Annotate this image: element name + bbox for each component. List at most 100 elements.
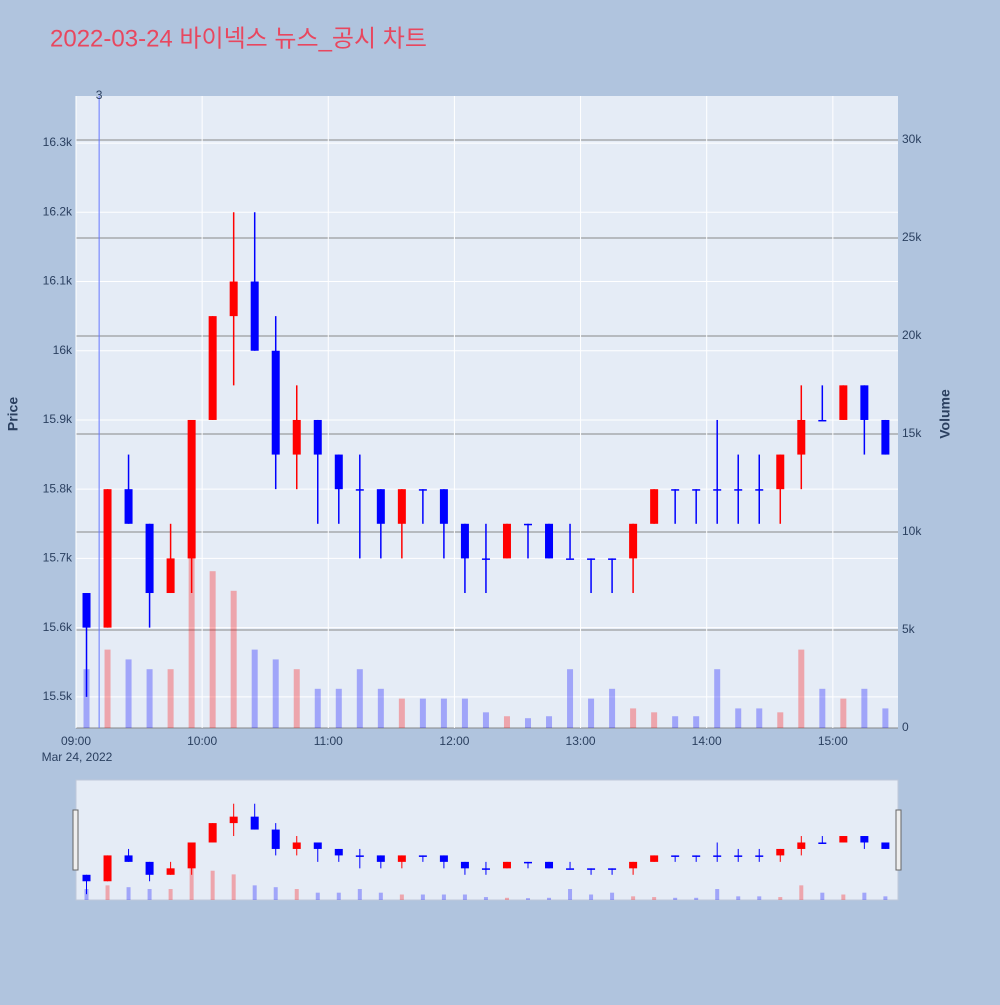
mini-candle-body xyxy=(313,842,322,849)
mini-volume-bar xyxy=(504,897,509,900)
candle-body xyxy=(713,489,722,491)
mini-volume-bar xyxy=(420,894,425,900)
volume-bar xyxy=(209,571,216,728)
mini-candle-body xyxy=(460,861,469,869)
mini-volume-bar xyxy=(525,898,530,900)
volume-bar xyxy=(167,669,174,728)
x-tick-label: 10:00 xyxy=(187,734,217,748)
volume-bar xyxy=(609,688,616,728)
candle-body xyxy=(397,489,406,524)
volume-bar xyxy=(251,649,258,728)
candle-body xyxy=(439,489,448,524)
volume-bar xyxy=(377,688,384,728)
candle-body xyxy=(271,350,280,455)
mini-candle-body xyxy=(692,855,701,857)
mini-candle-body xyxy=(839,836,848,843)
candle-body xyxy=(566,558,575,560)
candle-body xyxy=(734,489,743,491)
volume-bar xyxy=(104,649,111,728)
volume-bar xyxy=(798,649,805,728)
volume-bar xyxy=(272,659,279,728)
x-tick-label: 14:00 xyxy=(692,734,722,748)
x-date-label: Mar 24, 2022 xyxy=(42,750,113,764)
mini-volume-bar xyxy=(715,889,720,900)
y2-tick-label: 20k xyxy=(902,328,922,342)
mini-volume-bar xyxy=(378,892,383,900)
y-tick-label: 16k xyxy=(53,343,73,357)
volume-bar xyxy=(230,590,237,728)
volume-bar xyxy=(314,688,321,728)
slider-handle[interactable] xyxy=(895,809,902,871)
slider-handle[interactable] xyxy=(72,809,79,871)
mini-volume-bar xyxy=(547,897,552,900)
volume-bar xyxy=(146,669,153,728)
mini-candle-body xyxy=(187,842,196,869)
mini-volume-bar xyxy=(105,885,110,900)
range-slider[interactable] xyxy=(75,779,899,901)
mini-candle-body xyxy=(124,855,133,862)
candle-body xyxy=(839,385,848,420)
candle-body xyxy=(818,419,827,422)
y-axis-title: Price xyxy=(5,397,21,431)
volume-bar xyxy=(588,698,595,728)
mini-volume-bar xyxy=(883,896,888,900)
mini-volume-bar xyxy=(757,896,762,900)
candle-body xyxy=(334,454,343,490)
mini-volume-bar xyxy=(631,896,636,900)
volume-bar xyxy=(882,708,889,728)
candle-body xyxy=(313,419,322,455)
candle-body xyxy=(608,558,617,560)
mini-candle-body xyxy=(481,868,490,870)
chart-title: 2022-03-24 바이넥스 뉴스_공시 차트 xyxy=(50,25,427,52)
y-tick-label: 15.7k xyxy=(43,551,73,565)
candle-body xyxy=(376,489,385,524)
marks xyxy=(82,212,890,728)
mini-volume-bar xyxy=(441,894,446,900)
mini-candle-body xyxy=(797,842,806,849)
candle-body xyxy=(124,489,133,524)
volume-bar xyxy=(524,718,531,728)
y-tick-label: 15.8k xyxy=(43,481,73,495)
volume-bar xyxy=(546,716,553,728)
volume-bar xyxy=(714,669,721,728)
x-tick-label: 15:00 xyxy=(818,734,848,748)
mini-volume-bar xyxy=(652,897,657,900)
mini-candle-body xyxy=(334,848,343,856)
candle-body xyxy=(545,523,554,559)
candle-body xyxy=(145,523,154,594)
y2-tick-label: 0 xyxy=(902,720,909,734)
mini-volume-bar xyxy=(189,867,194,900)
mini-volume-bar xyxy=(568,889,573,900)
mini-volume-bar xyxy=(147,889,152,900)
mini-volume-bar xyxy=(294,889,299,900)
y2-tick-label: 15k xyxy=(902,426,922,440)
mini-candle-body xyxy=(755,855,764,857)
mini-candle-body xyxy=(671,855,680,857)
y-tick-label: 16.2k xyxy=(43,204,73,218)
mini-candle-body xyxy=(397,855,406,862)
y-tick-label: 16.1k xyxy=(43,274,73,288)
volume-bar xyxy=(756,708,763,728)
candle-body xyxy=(671,489,680,491)
y-tick-label: 15.5k xyxy=(43,689,73,703)
volume-bar xyxy=(630,708,637,728)
y-tick-label: 15.6k xyxy=(43,620,73,634)
mini-volume-bar xyxy=(483,897,488,900)
mini-candle-body xyxy=(545,861,554,869)
mini-candle-body xyxy=(860,836,869,843)
mini-candle-body xyxy=(208,823,217,843)
mini-candle-body xyxy=(629,861,638,869)
mini-candle-body xyxy=(566,868,575,870)
y2-tick-label: 25k xyxy=(902,230,922,244)
mini-candle-body xyxy=(103,855,112,882)
mini-candle-body xyxy=(376,855,385,862)
candle-body xyxy=(82,593,91,628)
candle-body xyxy=(355,489,364,491)
mini-candle-body xyxy=(355,855,364,857)
y2-tick-label: 30k xyxy=(902,132,922,146)
mini-volume-bar xyxy=(778,897,783,900)
mini-volume-bar xyxy=(210,870,215,900)
volume-bar xyxy=(482,712,489,728)
annotation-text: 3 xyxy=(96,88,103,102)
